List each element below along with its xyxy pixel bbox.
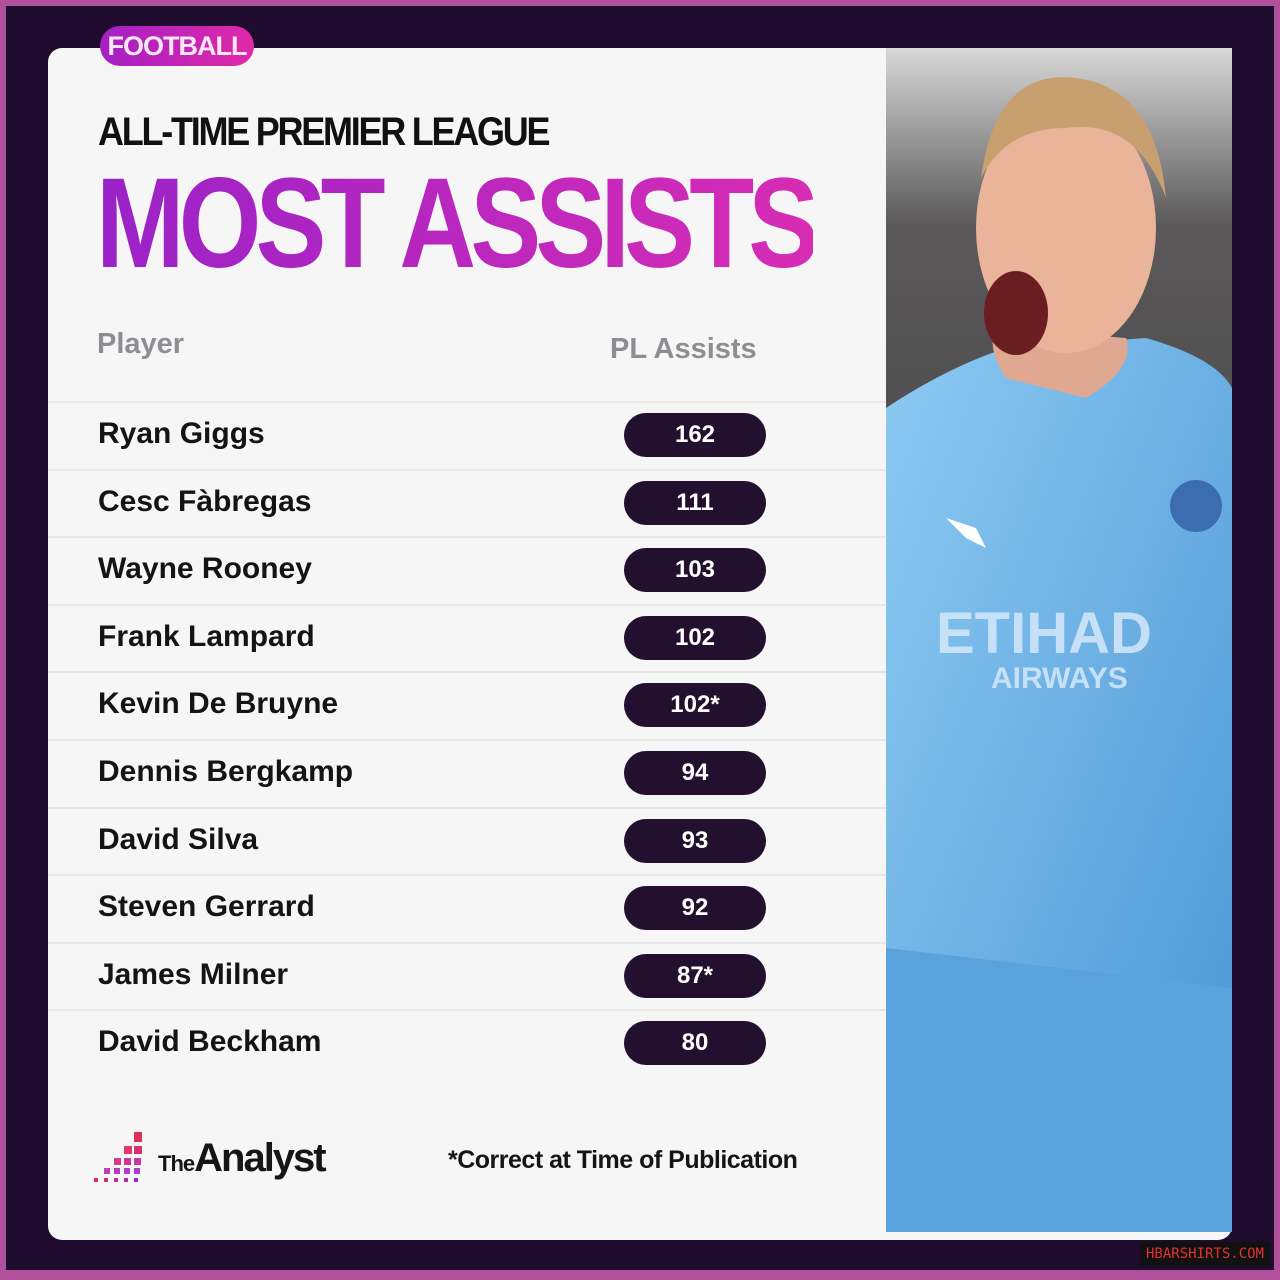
assists-value: 94 [624, 751, 766, 795]
page-title: MOST ASSISTS [96, 152, 819, 295]
column-header-player: Player [97, 328, 185, 360]
assists-value: 111 [624, 480, 766, 525]
table-row: Wayne Rooney 103 [48, 536, 886, 605]
club-crest-icon [1170, 480, 1222, 532]
player-name: Kevin De Bruyne [98, 687, 339, 721]
brand-analyst: Analyst [194, 1136, 326, 1180]
player-photo: ETIHAD AIRWAYS [886, 48, 1232, 1232]
watermark: HBARSHIRTS.COM [1139, 1242, 1270, 1266]
table-row: Cesc Fàbregas 111 [48, 468, 886, 538]
table-row: Kevin De Bruyne 102* [48, 671, 886, 740]
assists-value: 80 [624, 1021, 766, 1066]
category-tag: FOOTBALL [100, 26, 254, 66]
table-row: Steven Gerrard 92 [48, 874, 886, 943]
player-name: Wayne Rooney [98, 552, 312, 586]
assists-value: 102 [624, 615, 766, 660]
subtitle: ALL-TIME PREMIER LEAGUE [98, 110, 551, 154]
assists-value: 87* [624, 953, 766, 998]
player-name: David Beckham [98, 1025, 322, 1059]
player-name: Dennis Bergkamp [98, 755, 354, 788]
table-row: Ryan Giggs 162 [48, 401, 886, 470]
puma-logo-icon [946, 518, 986, 548]
assists-value: 93 [624, 818, 766, 863]
assists-value: 103 [624, 548, 766, 593]
sponsor-line-1: ETIHAD [936, 601, 1152, 666]
table-row: James Milner 87* [48, 941, 886, 1011]
player-name: Cesc Fàbregas [98, 484, 312, 518]
player-name: Frank Lampard [98, 619, 315, 653]
table-row: Frank Lampard 102 [48, 603, 886, 673]
footnote: *Correct at Time of Publication [448, 1146, 798, 1174]
assists-value: 92 [624, 886, 766, 931]
table-row: David Beckham 80 [48, 1009, 886, 1078]
column-header-assists: PL Assists [610, 333, 757, 365]
table-row: Dennis Bergkamp 94 [48, 739, 886, 808]
assists-value: 102* [624, 683, 766, 728]
player-name: David Silva [98, 822, 259, 856]
player-name: Steven Gerrard [98, 890, 315, 924]
player-name: James Milner [98, 957, 289, 991]
player-name: Ryan Giggs [98, 417, 265, 450]
assists-value: 162 [624, 413, 766, 457]
table-row: David Silva 93 [48, 806, 886, 876]
brand-the: The [158, 1151, 195, 1176]
brand-name: TheAnalyst [158, 1136, 327, 1181]
sponsor-line-2: AIRWAYS [991, 662, 1128, 695]
the-analyst-logo-icon [94, 1132, 142, 1182]
